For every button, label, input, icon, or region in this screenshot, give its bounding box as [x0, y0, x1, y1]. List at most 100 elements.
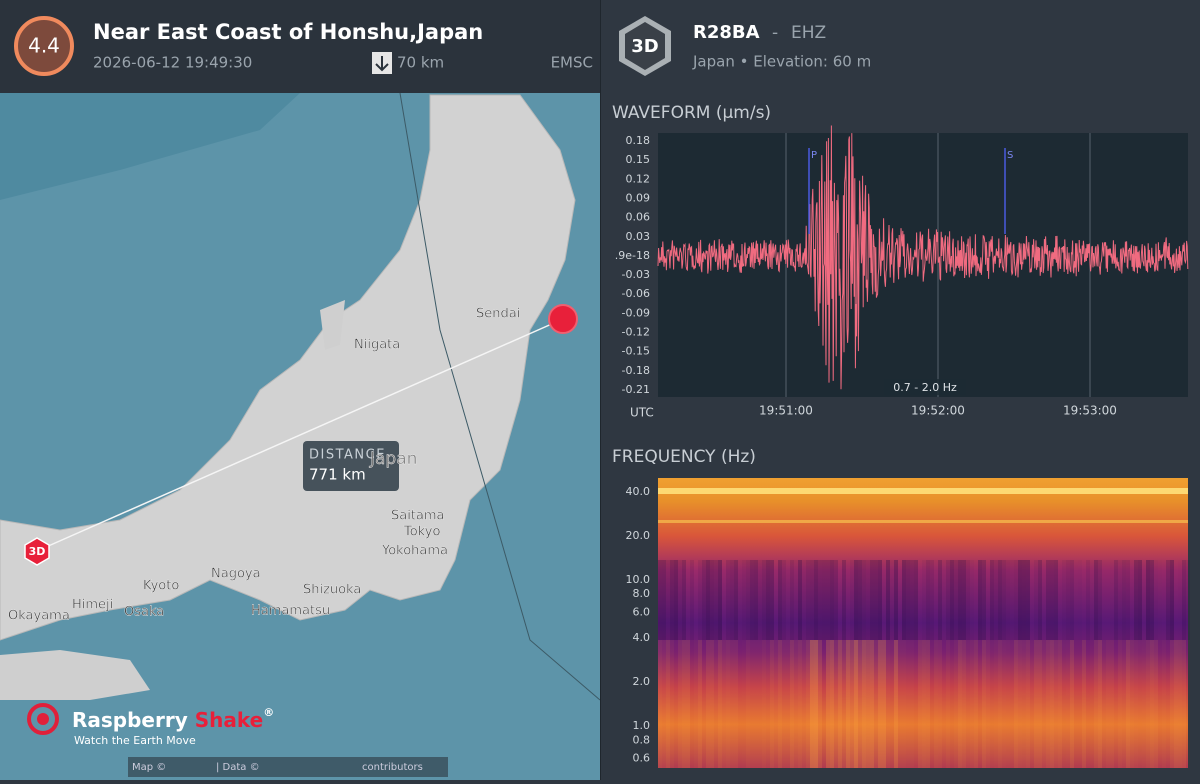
- spectrogram-column: [658, 560, 662, 640]
- spectrogram-column: [994, 560, 998, 640]
- spectrogram-column: [702, 560, 706, 640]
- spectrogram-column: [706, 640, 710, 768]
- spectrogram-column: [1022, 560, 1026, 640]
- spectrogram-column: [1018, 560, 1022, 640]
- spectrogram-column: [742, 560, 746, 640]
- waveform-trace: [657, 125, 1189, 390]
- spectrogram-column: [894, 560, 898, 640]
- spectrogram-column: [1162, 560, 1166, 640]
- spectrogram-column: [1050, 560, 1054, 640]
- spectrogram-column: [1166, 640, 1170, 768]
- spectrogram-column: [794, 560, 798, 640]
- spectrogram-column: [1066, 640, 1070, 768]
- spectrogram-column: [726, 640, 730, 768]
- spectrogram-column: [1014, 560, 1018, 640]
- y-tick-label: 0.18: [626, 134, 651, 147]
- map-label: Hamamatsu: [251, 604, 330, 619]
- spectrogram-column: [1142, 640, 1146, 768]
- spectrogram-column: [1002, 640, 1006, 768]
- map-label: Kyoto: [143, 579, 179, 594]
- spectrogram-column: [870, 560, 874, 640]
- brand-name: Raspberry: [72, 708, 188, 732]
- spectrogram-column: [862, 640, 866, 768]
- attribution-2: | Data ©: [216, 762, 260, 773]
- y-tick-label: 6.0: [633, 605, 651, 618]
- spectrogram-column: [910, 640, 914, 768]
- spectrogram-column: [686, 640, 690, 768]
- spectrogram-column: [866, 640, 870, 768]
- land-sado: [320, 300, 345, 350]
- spectrogram-column: [938, 640, 942, 768]
- spectrogram-column: [1074, 560, 1078, 640]
- spectrogram-texture: [658, 560, 1190, 768]
- spectrogram-column: [1154, 640, 1158, 768]
- spectrogram-column: [1158, 560, 1162, 640]
- spectrogram-column: [906, 560, 910, 640]
- spectrogram-column: [910, 560, 914, 640]
- spectrogram-column: [1126, 640, 1130, 768]
- spectrogram-column: [806, 560, 810, 640]
- spectrogram-column: [794, 640, 798, 768]
- event-depth: 70 km: [397, 54, 444, 72]
- spectrogram-column: [1018, 640, 1022, 768]
- spectrogram-column: [938, 560, 942, 640]
- spectrogram-column: [926, 560, 930, 640]
- spectrogram-column: [830, 640, 834, 768]
- spectrogram-column: [722, 640, 726, 768]
- y-tick-label: 20.0: [626, 529, 651, 542]
- y-tick-label: 0.03: [626, 230, 651, 243]
- spectrogram-column: [738, 560, 742, 640]
- x-tick-label: 19:51:00: [759, 404, 813, 418]
- spectrogram-column: [1110, 640, 1114, 768]
- spectrogram-column: [906, 640, 910, 768]
- spectrogram-column: [1034, 640, 1038, 768]
- y-tick-label: 10.0: [626, 573, 651, 586]
- spectrogram-column: [1006, 640, 1010, 768]
- spectrogram-column: [1162, 640, 1166, 768]
- spectrogram-column: [818, 640, 822, 768]
- brand-mark: ®: [263, 706, 274, 719]
- spectrogram-column: [990, 560, 994, 640]
- spectrogram-column: [1118, 640, 1122, 768]
- spectrogram-column: [950, 560, 954, 640]
- spectrogram-column: [750, 640, 754, 768]
- spectrogram-column: [962, 640, 966, 768]
- spectrogram-column: [1054, 640, 1058, 768]
- spectrogram-column: [842, 560, 846, 640]
- spectrogram-column: [1106, 640, 1110, 768]
- spectrogram-column: [690, 560, 694, 640]
- spectrogram-column: [934, 560, 938, 640]
- spectrogram-column: [710, 560, 714, 640]
- spectrogram-column: [746, 640, 750, 768]
- spectrogram-column: [834, 560, 838, 640]
- spectrogram-column: [766, 640, 770, 768]
- spectrogram-column: [962, 560, 966, 640]
- spectrogram-column: [854, 560, 858, 640]
- epicenter: [548, 304, 578, 334]
- spectrogram-column: [978, 640, 982, 768]
- spectrogram-column: [922, 560, 926, 640]
- spectrogram-column: [970, 640, 974, 768]
- map-label: Okayama: [8, 609, 70, 624]
- spectrogram-column: [914, 640, 918, 768]
- spectrogram-column: [934, 640, 938, 768]
- spectrogram-column: [1010, 560, 1014, 640]
- spectrogram-column: [758, 640, 762, 768]
- spectrogram-column: [882, 560, 886, 640]
- spectrogram-column: [1066, 560, 1070, 640]
- spectrogram-column: [978, 560, 982, 640]
- spectrogram-column: [1170, 640, 1174, 768]
- spectrogram-column: [1098, 640, 1102, 768]
- channel: EHZ: [791, 23, 826, 43]
- spectrogram-column: [958, 640, 962, 768]
- y-tick-label: 0.09: [626, 191, 651, 204]
- spectrogram: [658, 478, 1188, 768]
- separator: -: [772, 23, 778, 43]
- spectrogram-column: [1074, 640, 1078, 768]
- station-marker-label: 3D: [29, 545, 46, 558]
- spectrogram-column: [1166, 560, 1170, 640]
- spectrogram-column: [1070, 640, 1074, 768]
- event-title: Near East Coast of Honshu,Japan: [93, 20, 483, 44]
- spectrogram-column: [1090, 640, 1094, 768]
- spectrogram-column: [970, 560, 974, 640]
